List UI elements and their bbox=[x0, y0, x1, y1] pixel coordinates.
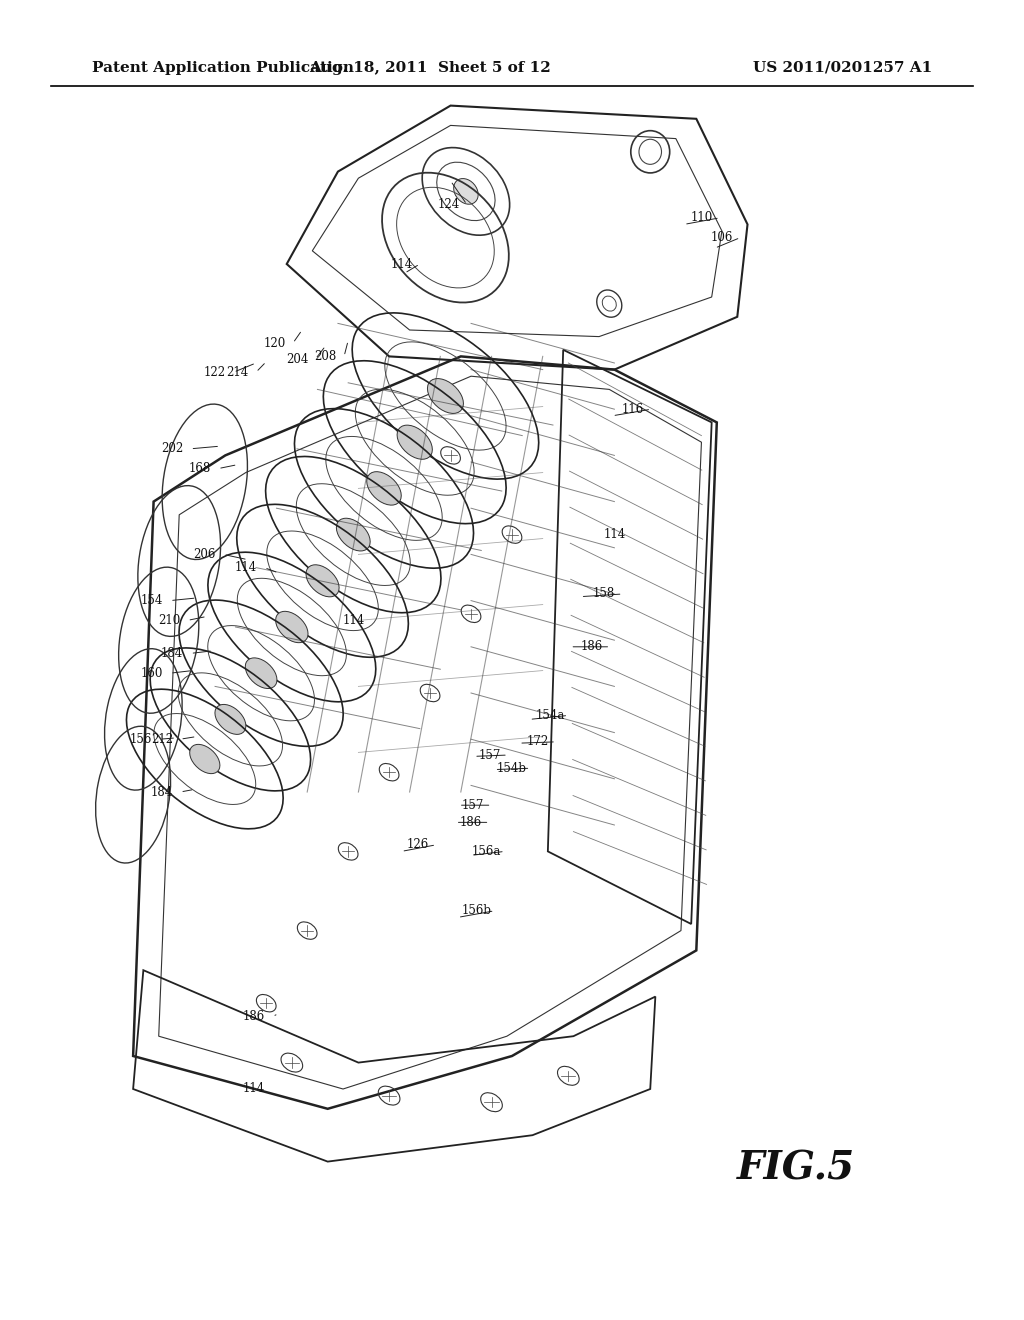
Text: 114: 114 bbox=[234, 561, 257, 574]
Text: 114: 114 bbox=[603, 528, 626, 541]
Ellipse shape bbox=[427, 379, 464, 413]
Ellipse shape bbox=[189, 744, 220, 774]
Text: 157: 157 bbox=[478, 748, 501, 762]
Text: 154a: 154a bbox=[536, 709, 564, 722]
Ellipse shape bbox=[306, 565, 339, 597]
Text: 156b: 156b bbox=[461, 904, 492, 917]
Text: 208: 208 bbox=[314, 350, 337, 363]
Ellipse shape bbox=[367, 471, 401, 506]
Text: 186: 186 bbox=[243, 1010, 265, 1023]
Text: 154b: 154b bbox=[497, 762, 527, 775]
Text: 212: 212 bbox=[151, 733, 173, 746]
Text: 106: 106 bbox=[711, 231, 733, 244]
Text: 110: 110 bbox=[690, 211, 713, 224]
Text: 114: 114 bbox=[243, 1082, 265, 1096]
Text: 156a: 156a bbox=[472, 845, 501, 858]
Text: 154: 154 bbox=[140, 594, 163, 607]
Ellipse shape bbox=[215, 705, 246, 734]
Text: 202: 202 bbox=[161, 442, 183, 455]
Text: 172: 172 bbox=[526, 735, 549, 748]
Text: 122: 122 bbox=[204, 366, 226, 379]
Text: 160: 160 bbox=[140, 667, 163, 680]
Text: 124: 124 bbox=[437, 198, 460, 211]
Ellipse shape bbox=[246, 657, 276, 689]
Text: 184: 184 bbox=[151, 785, 173, 799]
Text: 116: 116 bbox=[622, 403, 644, 416]
Text: 186: 186 bbox=[581, 640, 603, 653]
Text: 114: 114 bbox=[342, 614, 365, 627]
Text: 184: 184 bbox=[161, 647, 183, 660]
Text: Patent Application Publication: Patent Application Publication bbox=[92, 61, 354, 75]
Ellipse shape bbox=[454, 178, 478, 205]
Text: 157: 157 bbox=[462, 799, 484, 812]
Text: FIG.5: FIG.5 bbox=[737, 1150, 855, 1188]
Text: 114: 114 bbox=[390, 257, 413, 271]
Text: 156: 156 bbox=[130, 733, 153, 746]
Ellipse shape bbox=[275, 611, 308, 643]
Text: 158: 158 bbox=[593, 587, 615, 601]
Text: 126: 126 bbox=[407, 838, 429, 851]
Text: 120: 120 bbox=[263, 337, 286, 350]
Text: US 2011/0201257 A1: US 2011/0201257 A1 bbox=[753, 61, 932, 75]
Text: 210: 210 bbox=[158, 614, 180, 627]
Text: 168: 168 bbox=[188, 462, 211, 475]
Text: Aug. 18, 2011  Sheet 5 of 12: Aug. 18, 2011 Sheet 5 of 12 bbox=[309, 61, 551, 75]
Ellipse shape bbox=[337, 519, 370, 550]
Text: 206: 206 bbox=[194, 548, 216, 561]
Ellipse shape bbox=[397, 425, 432, 459]
Text: 204: 204 bbox=[286, 352, 308, 366]
Text: 186: 186 bbox=[460, 816, 482, 829]
Text: 214: 214 bbox=[226, 366, 249, 379]
